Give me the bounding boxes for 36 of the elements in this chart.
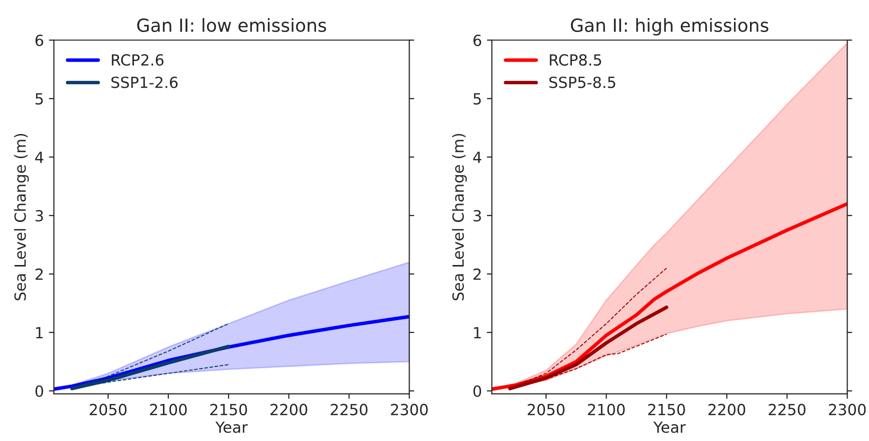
y-axis-title: Sea Level Change (m) [452, 134, 467, 300]
y-tick-label: 1 [36, 327, 43, 338]
y-tick-label: 4 [473, 152, 482, 163]
x-tick-label: 2200 [708, 404, 746, 416]
x-tick-label: 2250 [768, 404, 806, 416]
x-tick-label: 2300 [390, 404, 428, 416]
x-tick-label: 2100 [588, 404, 625, 416]
chart-title: Gan II: high emissions [570, 18, 768, 36]
x-axis-title: Year [653, 422, 686, 433]
y-axis-title: Sea Level Change (m) [14, 134, 29, 300]
y-tick-label: 2 [474, 268, 481, 280]
y-tick-label: 4 [35, 152, 44, 163]
x-axis-title: Year [215, 422, 248, 433]
chart-title: Gan II: low emissions [137, 18, 326, 32]
x-tick-label: 2300 [828, 404, 866, 416]
y-tick-label: 6 [473, 34, 482, 46]
x-tick-label: 2150 [648, 404, 685, 416]
legend-label: SSP1-2.6 [111, 76, 178, 88]
y-tick-label: 3 [36, 210, 43, 222]
y-tick-label: 0 [473, 385, 482, 397]
legend-label: RCP2.6 [112, 54, 164, 66]
y-tick-label: 3 [474, 210, 481, 222]
legend-label: SSP5-8.5 [549, 76, 616, 88]
x-tick-label: 2200 [270, 404, 308, 416]
y-tick-label: 1 [474, 327, 481, 338]
y-tick-label: 5 [474, 93, 481, 105]
y-tick-label: 0 [35, 385, 44, 397]
y-tick-label: 6 [36, 34, 44, 46]
x-tick-label: 2100 [150, 404, 187, 416]
x-tick-label: 2050 [528, 404, 564, 416]
y-tick-label: 5 [36, 93, 43, 105]
legend-label: RCP8.5 [550, 54, 602, 66]
x-tick-label: 2050 [90, 404, 127, 416]
x-tick-label: 2150 [210, 404, 247, 416]
y-tick-label: 2 [36, 268, 43, 280]
x-tick-label: 2250 [330, 404, 368, 416]
